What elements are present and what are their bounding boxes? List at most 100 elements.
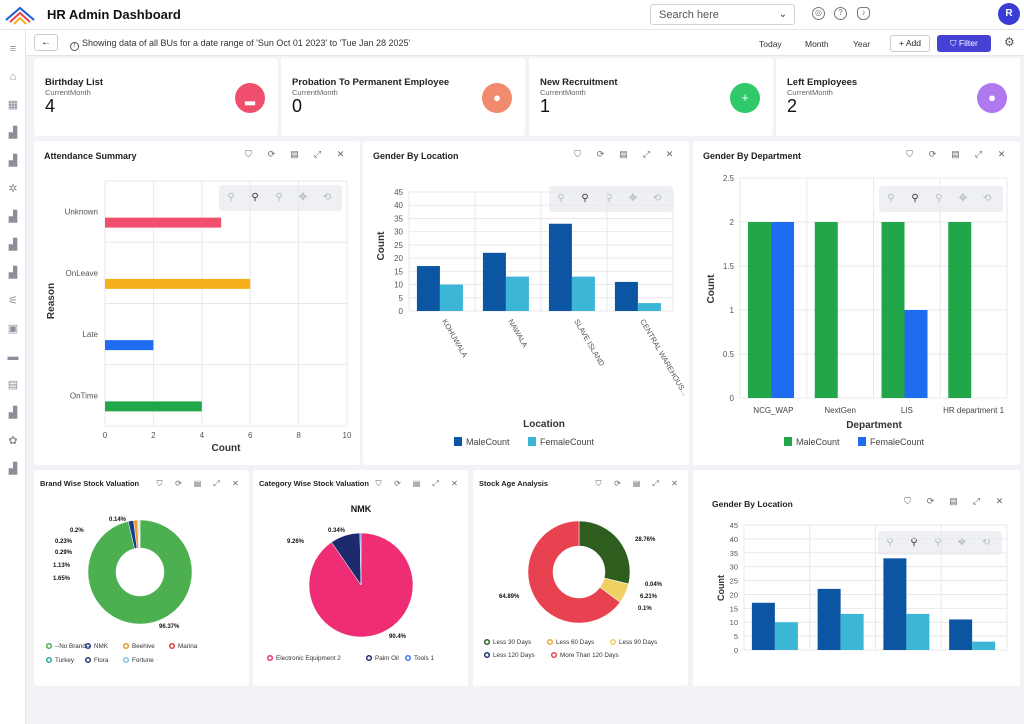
pan-icon[interactable]: ✥ bbox=[298, 192, 308, 203]
expand-icon[interactable]: ⤢ bbox=[972, 496, 981, 506]
zoom-out-icon[interactable]: ⚲ bbox=[935, 193, 943, 204]
sliders-icon[interactable]: ⚟ bbox=[8, 295, 18, 307]
expand-icon[interactable]: ⤢ bbox=[974, 149, 983, 159]
kpi-card-probation[interactable]: Probation To Permanent Employee CurrentM… bbox=[281, 58, 525, 136]
reset-icon[interactable]: ⟲ bbox=[322, 192, 332, 203]
panel-title: Gender By Location bbox=[712, 499, 793, 509]
menu-icon[interactable]: ≡ bbox=[9, 43, 17, 55]
avatar[interactable]: R bbox=[998, 3, 1020, 25]
reset-icon[interactable]: ⟲ bbox=[982, 193, 992, 204]
expand-icon[interactable]: ⤢ bbox=[432, 479, 439, 488]
zoom-out-icon[interactable]: ⚲ bbox=[605, 193, 613, 204]
search-dropdown[interactable]: Search here ⌄ bbox=[650, 4, 795, 25]
zoom-in-icon[interactable]: ⚲ bbox=[887, 193, 895, 204]
help-icon[interactable]: ? bbox=[834, 7, 847, 20]
close-icon[interactable]: ✕ bbox=[336, 149, 345, 159]
y-tick-label: 45 bbox=[394, 188, 403, 197]
legend-marker bbox=[122, 642, 130, 650]
refresh-icon[interactable]: ⟳ bbox=[614, 479, 621, 488]
refresh-icon[interactable]: ⟳ bbox=[596, 149, 605, 159]
reset-icon[interactable]: ⟲ bbox=[981, 537, 991, 548]
filter-icon[interactable]: ⛉ bbox=[375, 479, 382, 488]
cart-icon[interactable]: ▟ bbox=[8, 407, 18, 419]
panel-title: Stock Age Analysis bbox=[479, 479, 549, 488]
refresh-icon[interactable]: ⟳ bbox=[926, 496, 935, 506]
back-button[interactable]: ← bbox=[34, 34, 58, 51]
cart-icon[interactable]: ▟ bbox=[8, 127, 18, 139]
y-tick-label: 25 bbox=[730, 577, 738, 586]
close-icon[interactable]: ✕ bbox=[671, 479, 678, 488]
expand-icon[interactable]: ⤢ bbox=[652, 479, 659, 488]
cart-icon[interactable]: ▟ bbox=[8, 211, 18, 223]
zoom-out-icon[interactable]: ⚲ bbox=[275, 192, 283, 203]
zoom-in-icon[interactable]: ⚲ bbox=[227, 192, 235, 203]
kpi-card-left-employees[interactable]: Left Employees CurrentMonth 2 ● bbox=[776, 58, 1020, 136]
export-icon[interactable]: ▤ bbox=[193, 479, 202, 488]
expand-icon[interactable]: ⤢ bbox=[313, 149, 322, 159]
refresh-icon[interactable]: ⟳ bbox=[267, 149, 276, 159]
filter-icon[interactable]: ⛉ bbox=[904, 496, 911, 506]
bus-icon[interactable]: ▣ bbox=[7, 323, 19, 335]
legend-swatch bbox=[858, 437, 866, 446]
close-icon[interactable]: ✕ bbox=[995, 496, 1004, 506]
filter-icon[interactable]: ⛉ bbox=[906, 149, 913, 159]
cart-icon[interactable]: ▟ bbox=[8, 463, 18, 475]
kpi-card-recruitment[interactable]: New Recruitment CurrentMonth 1 + bbox=[529, 58, 773, 136]
close-icon[interactable]: ✕ bbox=[665, 149, 674, 159]
data-label: 9.26% bbox=[287, 539, 305, 545]
zoom-select-icon[interactable]: ⚲ bbox=[911, 193, 919, 204]
logo-icon[interactable] bbox=[4, 4, 36, 26]
export-icon[interactable]: ▤ bbox=[412, 479, 421, 488]
pan-icon[interactable]: ✥ bbox=[957, 537, 967, 548]
year-button[interactable]: Year bbox=[853, 39, 871, 49]
refresh-icon[interactable]: ⟳ bbox=[928, 149, 937, 159]
filter-icon[interactable]: ⛉ bbox=[595, 479, 602, 488]
filter-icon[interactable]: ⛉ bbox=[245, 149, 252, 159]
archive-icon[interactable]: ▤ bbox=[7, 379, 19, 391]
cart-icon[interactable]: ▟ bbox=[8, 155, 18, 167]
x-tick-label: NextGen bbox=[824, 406, 856, 415]
gift-icon[interactable]: ✿ bbox=[8, 435, 18, 447]
home-icon[interactable]: ⌂ bbox=[9, 71, 17, 83]
zoom-select-icon[interactable]: ⚲ bbox=[910, 537, 918, 548]
filter-icon[interactable]: ⛉ bbox=[156, 479, 163, 488]
bell-icon[interactable]: ♪ bbox=[857, 7, 870, 20]
cart-icon[interactable]: ▟ bbox=[8, 239, 18, 251]
settings-icon[interactable]: ✲ bbox=[8, 183, 18, 195]
kpi-card-birthday[interactable]: Birthday List CurrentMonth 4 ▂ bbox=[34, 58, 278, 136]
bar bbox=[972, 641, 996, 650]
zoom-select-icon[interactable]: ⚲ bbox=[251, 192, 259, 203]
add-button[interactable]: + Add bbox=[890, 35, 930, 52]
refresh-icon[interactable]: ⟳ bbox=[394, 479, 401, 488]
org-icon[interactable]: ▦ bbox=[7, 99, 19, 111]
month-button[interactable]: Month bbox=[805, 39, 829, 49]
bed-icon[interactable]: ▬ bbox=[7, 351, 19, 363]
reset-icon[interactable]: ⟲ bbox=[652, 193, 662, 204]
today-button[interactable]: Today bbox=[759, 39, 782, 49]
zoom-in-icon[interactable]: ⚲ bbox=[886, 537, 894, 548]
app-title: HR Admin Dashboard bbox=[47, 7, 181, 22]
filter-button[interactable]: ⛉ Filter bbox=[937, 35, 991, 52]
export-icon[interactable]: ▤ bbox=[949, 496, 958, 506]
pan-icon[interactable]: ✥ bbox=[958, 193, 968, 204]
export-icon[interactable]: ▤ bbox=[951, 149, 960, 159]
expand-icon[interactable]: ⤢ bbox=[642, 149, 651, 159]
data-label: 28.76% bbox=[635, 537, 656, 543]
close-icon[interactable]: ✕ bbox=[451, 479, 458, 488]
pan-icon[interactable]: ✥ bbox=[628, 193, 638, 204]
zoom-in-icon[interactable]: ⚲ bbox=[557, 193, 565, 204]
zoom-select-icon[interactable]: ⚲ bbox=[581, 193, 589, 204]
gear-icon[interactable]: ⚙ bbox=[1004, 35, 1015, 49]
export-icon[interactable]: ▤ bbox=[632, 479, 641, 488]
close-icon[interactable]: ✕ bbox=[997, 149, 1006, 159]
export-icon[interactable]: ▤ bbox=[619, 149, 628, 159]
refresh-icon[interactable]: ⟳ bbox=[175, 479, 182, 488]
export-icon[interactable]: ▤ bbox=[290, 149, 299, 159]
x-tick-label: 4 bbox=[200, 431, 205, 440]
expand-icon[interactable]: ⤢ bbox=[213, 479, 220, 488]
zoom-out-icon[interactable]: ⚲ bbox=[934, 537, 942, 548]
globe-icon[interactable]: ◎ bbox=[812, 7, 825, 20]
filter-icon[interactable]: ⛉ bbox=[574, 149, 581, 159]
cart-icon[interactable]: ▟ bbox=[8, 267, 18, 279]
close-icon[interactable]: ✕ bbox=[232, 479, 239, 488]
